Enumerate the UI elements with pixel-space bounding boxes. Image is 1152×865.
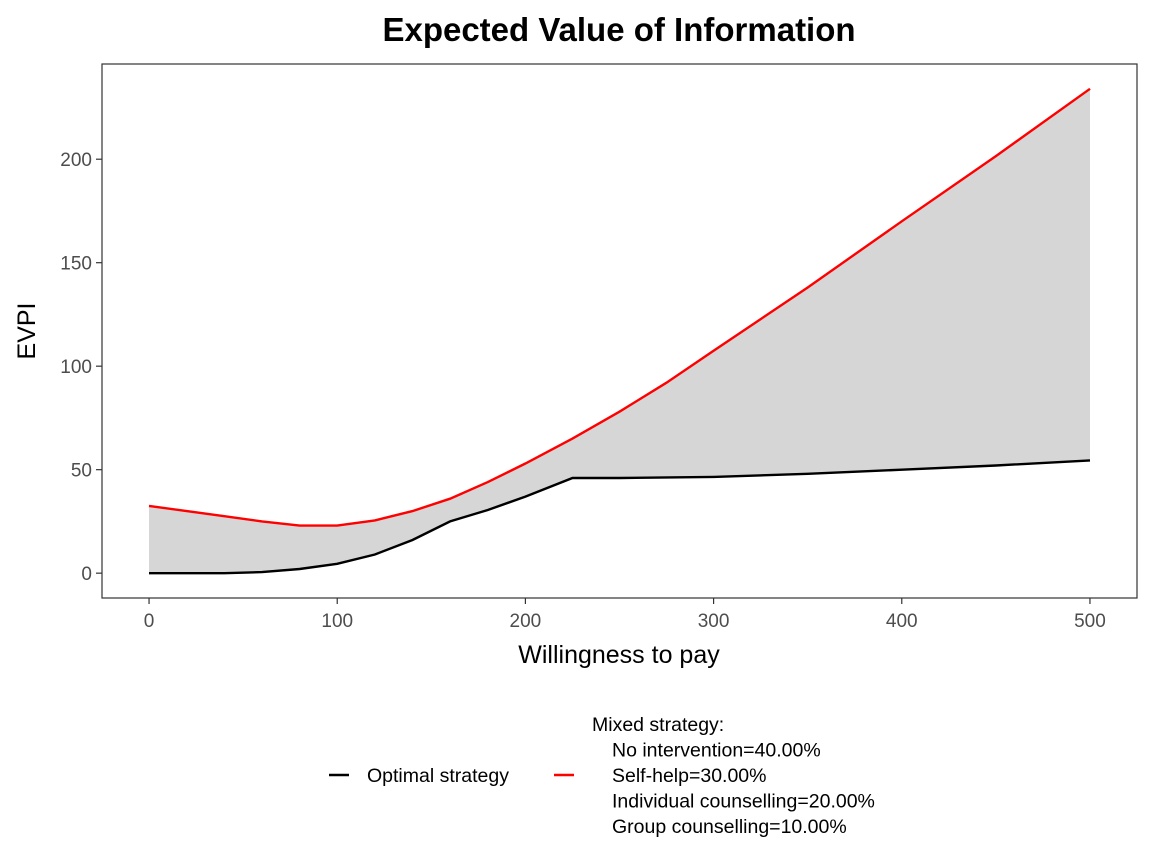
evpi-shaded-area bbox=[149, 88, 1090, 574]
series-line-optimal-strategy bbox=[149, 459, 1091, 575]
x-tick-label: 200 bbox=[510, 611, 542, 632]
plot-area bbox=[101, 63, 1138, 599]
y-tick-label: 150 bbox=[60, 254, 92, 275]
series-line-mixed-strategy bbox=[148, 87, 1091, 527]
x-axis: 0 100 200 300 400 500 bbox=[144, 598, 1106, 632]
x-tick-label: 300 bbox=[698, 611, 730, 632]
legend-label-optimal-strategy: Optimal strategy bbox=[367, 765, 509, 787]
legend-label-mixed-strategy: Mixed strategy: No intervention=40.00% Sel… bbox=[592, 714, 875, 838]
y-axis: 0 50 100 150 200 bbox=[60, 150, 102, 585]
x-tick-label: 500 bbox=[1074, 611, 1106, 632]
y-tick-label: 100 bbox=[60, 357, 92, 378]
plot-panel-border bbox=[101, 63, 1138, 599]
x-tick-label: 400 bbox=[886, 611, 918, 632]
x-tick-label: 0 bbox=[144, 611, 155, 632]
chart-title: Expected Value of Information bbox=[382, 11, 855, 48]
y-tick-label: 200 bbox=[60, 150, 92, 171]
y-tick-label: 50 bbox=[71, 461, 92, 482]
y-tick-label: 0 bbox=[81, 564, 92, 585]
y-axis-title: EVPI bbox=[13, 303, 41, 360]
x-axis-title: Willingness to pay bbox=[518, 641, 720, 669]
legend: Optimal strategy Mixed strategy: No interv… bbox=[329, 714, 875, 838]
x-tick-label: 100 bbox=[321, 611, 353, 632]
